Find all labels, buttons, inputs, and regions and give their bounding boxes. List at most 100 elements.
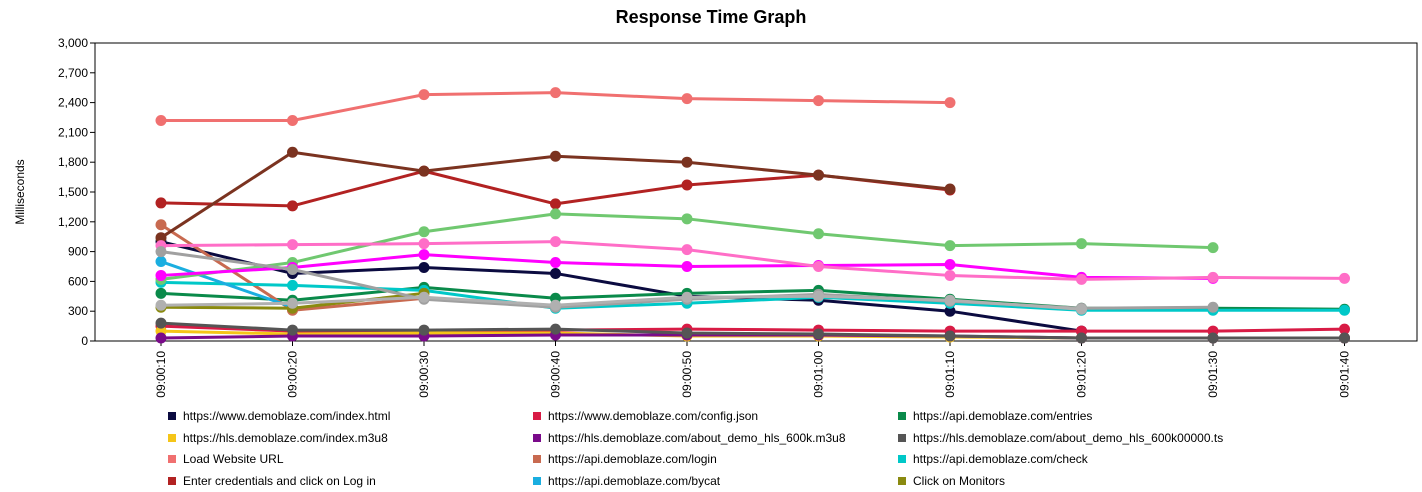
data-point: [1076, 332, 1087, 344]
data-point: [550, 208, 561, 220]
x-tick-label: 09:01:20: [1075, 351, 1089, 398]
data-point: [1076, 238, 1087, 250]
series-14: [155, 208, 1219, 285]
data-point: [681, 244, 693, 256]
x-tick-label: 09:01:40: [1338, 351, 1352, 398]
series-line: [160, 280, 1345, 312]
data-point: [418, 249, 430, 261]
data-point: [418, 324, 430, 336]
y-tick-label: 2,700: [58, 66, 88, 80]
data-point: [1076, 303, 1087, 315]
y-tick-label: 1,500: [58, 185, 88, 199]
data-point: [550, 198, 561, 210]
data-point: [287, 279, 298, 291]
y-tick-label: 300: [68, 304, 88, 318]
data-point: [287, 239, 298, 251]
data-point: [1207, 271, 1219, 283]
data-point: [418, 226, 430, 238]
data-point: [1339, 304, 1350, 316]
legend-item: https://hls.demoblaze.com/about_demo_hls…: [898, 431, 1223, 445]
data-point: [1076, 273, 1087, 285]
data-point: [287, 200, 298, 212]
data-point: [944, 269, 956, 281]
data-point: [550, 267, 561, 279]
series-line: [160, 260, 293, 309]
data-point: [813, 261, 824, 272]
legend-swatch: [168, 455, 176, 463]
data-point: [550, 299, 561, 311]
y-tick-label: 1,800: [58, 155, 88, 169]
data-point: [155, 332, 167, 344]
y-axis: 0 300 600 900 1,200 1,500 1,800 2,100 2,400 2,700…: [58, 36, 95, 348]
x-tick-label: 09:00:50: [680, 351, 694, 398]
legend-item: https://api.demoblaze.com/bycat: [533, 474, 720, 488]
data-point: [155, 114, 167, 126]
series-line: [160, 150, 951, 239]
data-point: [813, 328, 824, 340]
data-point: [155, 232, 167, 244]
data-point: [813, 169, 824, 181]
legend-label: https://api.demoblaze.com/entries: [913, 409, 1093, 423]
y-tick-label: 2,100: [58, 125, 88, 139]
data-point: [155, 269, 167, 281]
data-point: [287, 263, 298, 275]
x-tick-label: 09:01:00: [812, 351, 826, 398]
legend-swatch: [533, 476, 541, 485]
legend-label: Enter credentials and click on Log in: [183, 473, 376, 488]
data-point: [418, 238, 430, 250]
legend-item: https://www.demoblaze.com/index.html: [168, 409, 390, 423]
data-point: [1207, 301, 1219, 313]
series-line: [160, 294, 1082, 311]
x-tick-label: 09:01:30: [1206, 351, 1220, 398]
y-tick-label: 2,400: [58, 96, 88, 110]
series-10: [155, 165, 956, 212]
y-tick-label: 1,200: [58, 215, 88, 229]
legend-item: Click on Monitors: [898, 474, 1005, 488]
x-tick-label: 09:00:40: [549, 351, 563, 398]
legend-label: https://api.demoblaze.com/check: [913, 452, 1088, 466]
data-point: [944, 259, 956, 271]
legend-label: https://api.demoblaze.com/login: [548, 452, 717, 466]
y-tick-label: 900: [68, 245, 88, 259]
x-tick-label: 09:01:10: [943, 351, 957, 398]
data-point: [418, 165, 430, 177]
data-point: [813, 290, 824, 302]
legend-item: Enter credentials and click on Log in: [168, 474, 376, 488]
data-point: [1207, 332, 1219, 344]
legend-label: https://hls.demoblaze.com/about_demo_hls…: [913, 430, 1224, 445]
legend-swatch: [533, 412, 541, 420]
legend-label: https://hls.demoblaze.com/index.m3u8: [183, 430, 388, 445]
legend-item: https://hls.demoblaze.com/about_demo_hls…: [533, 431, 846, 445]
legend-label: https://www.demoblaze.com/index.html: [183, 409, 391, 423]
data-point: [944, 183, 956, 195]
series-6: [155, 317, 1350, 344]
legend-swatch: [533, 455, 541, 463]
data-point: [681, 179, 693, 191]
data-point: [1339, 323, 1350, 335]
chart-title: Response Time Graph: [615, 7, 807, 27]
legend-swatch: [533, 433, 541, 442]
series-13: [155, 146, 956, 244]
data-point: [1339, 332, 1350, 344]
legend-swatch: [898, 476, 906, 485]
data-point: [681, 156, 693, 168]
data-point: [155, 219, 167, 231]
x-tick-label: 09:00:30: [417, 351, 431, 398]
data-point: [944, 305, 956, 317]
legend-label: Load Website URL: [183, 452, 284, 466]
data-point: [418, 291, 430, 303]
data-point: [813, 95, 824, 107]
data-point: [813, 228, 824, 240]
data-point: [155, 256, 167, 268]
data-point: [155, 246, 167, 258]
data-point: [550, 323, 561, 335]
legend-swatch: [898, 412, 906, 420]
legend-item: https://api.demoblaze.com/login: [533, 452, 717, 466]
x-tick-label: 09:00:20: [286, 351, 300, 398]
series-layer: [155, 87, 1350, 344]
legend-item: https://www.demoblaze.com/config.json: [533, 409, 758, 423]
legend-swatch: [898, 455, 906, 463]
data-point: [681, 213, 693, 225]
legend-item: Load Website URL: [168, 452, 284, 466]
series-16: [155, 236, 1350, 285]
